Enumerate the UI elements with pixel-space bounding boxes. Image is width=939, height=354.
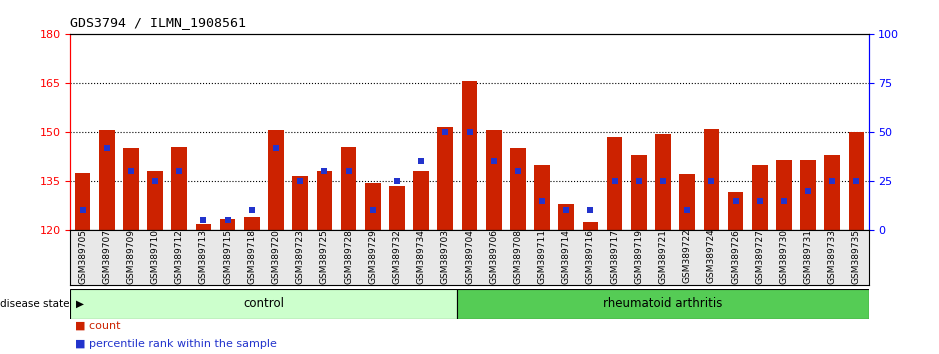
Bar	[389, 186, 405, 230]
Text: rheumatoid arthritis: rheumatoid arthritis	[603, 297, 723, 310]
Bar	[462, 81, 477, 230]
Bar	[220, 219, 236, 230]
Bar	[123, 148, 139, 230]
Bar	[438, 127, 454, 230]
Bar	[195, 224, 211, 230]
Bar	[534, 165, 550, 230]
Bar	[269, 130, 284, 230]
Bar	[172, 147, 187, 230]
Text: ■ count: ■ count	[75, 321, 120, 331]
Bar	[655, 133, 670, 230]
Bar	[703, 129, 719, 230]
Bar	[147, 171, 163, 230]
Bar	[849, 132, 864, 230]
Bar	[316, 171, 332, 230]
Bar	[679, 175, 695, 230]
Bar	[485, 130, 501, 230]
Bar	[582, 222, 598, 230]
Bar	[510, 148, 526, 230]
Bar	[99, 130, 115, 230]
Bar	[244, 217, 260, 230]
Bar	[824, 155, 840, 230]
Bar	[631, 155, 647, 230]
Bar	[607, 137, 623, 230]
Bar	[559, 204, 574, 230]
Bar	[800, 160, 816, 230]
Bar	[365, 183, 380, 230]
Text: GDS3794 / ILMN_1908561: GDS3794 / ILMN_1908561	[70, 16, 246, 29]
Bar	[341, 147, 357, 230]
Bar	[728, 193, 744, 230]
Bar	[292, 176, 308, 230]
Bar	[752, 165, 767, 230]
Bar	[75, 173, 90, 230]
Bar	[776, 160, 792, 230]
Bar	[70, 289, 457, 319]
Text: ■ percentile rank within the sample: ■ percentile rank within the sample	[75, 339, 277, 349]
Bar	[413, 171, 429, 230]
Text: disease state  ▶: disease state ▶	[0, 298, 84, 309]
Bar	[457, 289, 869, 319]
Text: control: control	[243, 297, 285, 310]
